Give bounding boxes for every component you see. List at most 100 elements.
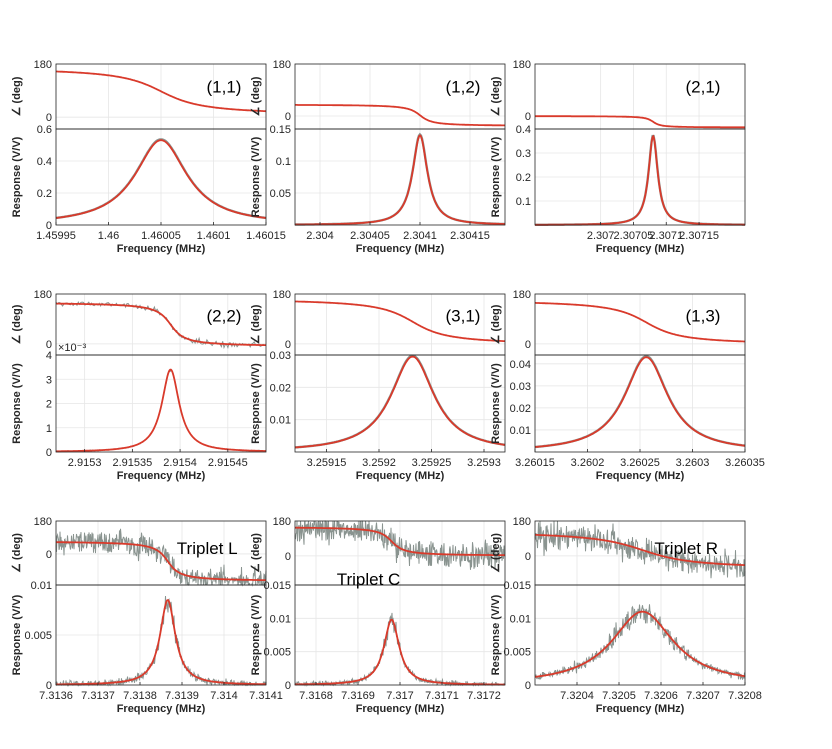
resp-y-tick-label: 0.005	[263, 647, 291, 659]
resp-y-tick-label: 0.04	[510, 359, 531, 371]
resp-y-tick-label: 0.03	[510, 381, 531, 393]
x-tick-label: 7.3168	[299, 690, 333, 702]
x-tick-label: 2.304	[306, 230, 334, 242]
response-y-axis-label: Response (V/V)	[11, 136, 23, 217]
x-tick-label: 2.30705	[614, 230, 654, 242]
x-tick-label: 2.9153	[68, 457, 102, 469]
x-tick-label: 3.26035	[725, 457, 765, 469]
response-fit-series	[295, 134, 505, 226]
panel-13: 3.26015 3.2602 3.26025 3.2603 3.26035 Frequen…	[490, 289, 765, 482]
x-axis-label: Frequency (MHz)	[596, 703, 685, 715]
x-axis-label: Frequency (MHz)	[117, 243, 206, 255]
resp-y-tick-label: 0.05	[270, 188, 291, 200]
x-axis-label: Frequency (MHz)	[356, 243, 445, 255]
resp-y-tick-label: 0.01	[510, 425, 531, 437]
x-tick-label: 3.26015	[515, 457, 555, 469]
phase-fit-series	[56, 70, 266, 113]
x-tick-label: 2.9154	[163, 457, 197, 469]
resp-y-tick-label: 0.1	[276, 156, 291, 168]
x-tick-label: 2.30405	[350, 230, 390, 242]
phase-fit-series	[535, 302, 745, 343]
phase-y-axis-label: ∠ (deg)	[11, 304, 23, 344]
x-axis-label: Frequency (MHz)	[596, 243, 685, 255]
phase-y-tick-label: 180	[513, 516, 531, 528]
phase-y-axis-label: ∠ (deg)	[11, 76, 23, 116]
phase-y-axis-label: ∠ (deg)	[490, 76, 502, 116]
x-tick-label: 7.3204	[560, 690, 594, 702]
resp-y-tick-label: 0	[525, 680, 531, 692]
resp-y-tick-label: 0.01	[510, 613, 531, 625]
x-axis-label: Frequency (MHz)	[356, 703, 445, 715]
resp-y-tick-label: 0.015	[263, 580, 291, 592]
response-axes	[55, 354, 267, 453]
phase-y-tick-label: 0	[525, 551, 531, 563]
x-tick-label: 7.3136	[39, 690, 73, 702]
x-tick-label: 7.3206	[644, 690, 678, 702]
x-tick-label: 2.30415	[450, 230, 490, 242]
resp-y-tick-label: 0	[285, 680, 291, 692]
phase-fit-series	[535, 534, 745, 566]
response-axes	[55, 584, 267, 686]
response-fit-series	[535, 134, 745, 226]
response-axes	[294, 354, 506, 453]
response-y-axis-label: Response (V/V)	[250, 363, 262, 444]
phase-fit-series	[535, 115, 745, 129]
response-axes	[294, 128, 506, 226]
x-tick-label: 1.46005	[141, 230, 181, 242]
x-tick-label: 3.25925	[412, 457, 452, 469]
response-fit-series	[295, 618, 505, 686]
x-tick-label: 3.2602	[571, 457, 605, 469]
phase-y-tick-label: 180	[273, 289, 291, 301]
mode-label: Triplet C	[337, 570, 401, 589]
phase-fit-series	[56, 541, 266, 581]
mode-label: (2,2)	[207, 306, 242, 325]
x-axis-label: Frequency (MHz)	[356, 470, 445, 482]
resp-y-tick-label: 0.005	[503, 647, 531, 659]
phase-y-tick-label: 0	[46, 549, 52, 561]
resp-y-tick-label: 0	[46, 447, 52, 459]
resp-y-tick-label: 3	[46, 374, 52, 386]
response-y-axis-label: Response (V/V)	[250, 594, 262, 675]
phase-y-tick-label: 0	[525, 111, 531, 123]
response-fit-series	[55, 139, 267, 219]
phase-y-axis-label: ∠ (deg)	[250, 76, 262, 116]
response-measured-series	[55, 369, 267, 453]
resp-y-tick-label: 0.03	[270, 350, 291, 362]
resp-y-tick-label: 0.3	[516, 148, 531, 160]
resp-y-tick-label: 0.005	[24, 630, 52, 642]
x-tick-label: 3.2603	[676, 457, 710, 469]
x-tick-label: 2.307	[587, 230, 615, 242]
x-tick-label: 2.91545	[208, 457, 248, 469]
x-tick-label: 7.3141	[249, 690, 283, 702]
phase-y-tick-label: 0	[285, 551, 291, 563]
phase-y-axis-label: ∠ (deg)	[250, 533, 262, 573]
phase-y-tick-label: 180	[34, 289, 52, 301]
phase-fit-series	[295, 300, 505, 342]
response-y-axis-label: Response (V/V)	[11, 594, 23, 675]
phase-y-tick-label: 180	[513, 289, 531, 301]
phase-fit-series	[295, 104, 505, 127]
mode-label: (1,2)	[446, 77, 481, 96]
panel-12: 2.304 2.30405 2.3041 2.30415 Frequency (MHz)…	[250, 59, 506, 255]
panel-tripletc: 7.3168 7.3169 7.317 7.3171 7.3172 Frequency (…	[250, 516, 506, 715]
x-tick-label: 2.91535	[112, 457, 152, 469]
resp-y-tick-label: 2	[46, 399, 52, 411]
response-y-axis-label: Response (V/V)	[11, 363, 23, 444]
x-tick-label: 2.30715	[679, 230, 719, 242]
resp-y-tick-label: 0.2	[516, 172, 531, 184]
phase-y-tick-label: 180	[273, 59, 291, 71]
x-tick-label: 7.3137	[81, 690, 115, 702]
resp-y-tick-label: 0.4	[516, 124, 531, 136]
response-y-axis-label: Response (V/V)	[490, 136, 502, 217]
mode-label: (2,1)	[686, 77, 721, 96]
x-axis-label: Frequency (MHz)	[117, 470, 206, 482]
phase-y-tick-label: 0	[46, 112, 52, 124]
resp-y-tick-label: 0.015	[503, 580, 531, 592]
response-measured-series	[55, 595, 267, 687]
response-axes	[534, 584, 746, 686]
x-tick-label: 3.2592	[362, 457, 396, 469]
phase-y-axis-label: ∠ (deg)	[250, 304, 262, 344]
x-tick-label: 3.2593	[467, 457, 501, 469]
x-tick-label: 7.3205	[602, 690, 636, 702]
